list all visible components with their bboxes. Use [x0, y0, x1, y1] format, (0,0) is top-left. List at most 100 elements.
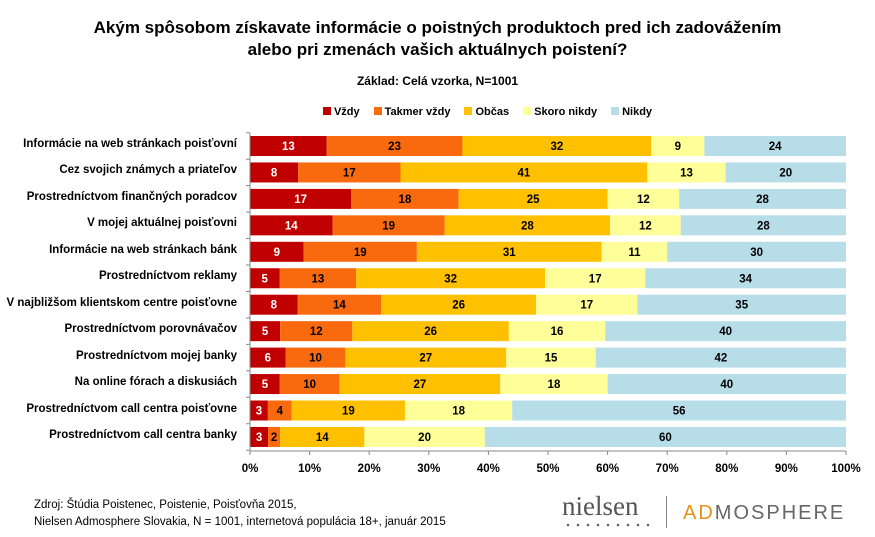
category-label: Prostredníctvom finančných poradcov — [26, 190, 237, 203]
source-line1: Zdroj: Štúdia Poistenec, Poistenie, Pois… — [34, 499, 297, 511]
bar-segment — [250, 215, 333, 236]
admosphere-logo-ad: AD — [683, 502, 715, 524]
data-label: 10 — [309, 353, 322, 365]
bar-segment — [609, 215, 681, 236]
data-label: 20 — [779, 167, 792, 179]
bar-segment — [285, 347, 346, 368]
bar-segment — [400, 162, 648, 183]
category-label: V mojej aktuálnej poisťovni — [87, 217, 237, 230]
category-label: Informácie na web stránkach bánk — [49, 243, 237, 256]
bar-segment — [601, 241, 668, 262]
data-label: 19 — [382, 220, 395, 232]
data-label: 18 — [548, 379, 561, 391]
data-label: 18 — [452, 406, 465, 418]
data-label: 2 — [271, 432, 277, 444]
x-tick-label: 80% — [715, 463, 738, 475]
bar-segment — [351, 188, 459, 209]
bar-segment — [250, 374, 280, 395]
category-label: Prostredníctvom call centra banky — [49, 428, 237, 441]
data-label: 34 — [739, 273, 752, 285]
category-label: Prostredníctvom mojej banky — [75, 349, 237, 362]
bar-segment — [725, 162, 846, 183]
bar-segment — [297, 294, 382, 315]
data-label: 10 — [303, 379, 316, 391]
data-label: 17 — [294, 194, 307, 206]
x-tick-label: 30% — [417, 463, 440, 475]
bar-segment — [356, 268, 546, 289]
legend-swatch — [611, 107, 620, 115]
data-label: 25 — [527, 194, 540, 206]
data-label: 40 — [720, 379, 733, 391]
data-label: 24 — [769, 141, 782, 153]
category-label: Prostredníctvom reklamy — [98, 270, 237, 283]
nielsen-logo: nielsen — [562, 492, 638, 520]
category-label: Prostredníctvom porovnávačov — [64, 323, 237, 336]
bar-segment — [381, 294, 537, 315]
bar-segment — [303, 241, 417, 262]
data-label: 32 — [550, 141, 563, 153]
legend-label: Takmer vždy — [384, 106, 451, 118]
data-label: 31 — [503, 247, 516, 259]
legend-label: Občas — [475, 106, 510, 118]
bar-segment — [250, 268, 280, 289]
bar-segment — [647, 162, 726, 183]
data-label: 9 — [274, 247, 280, 259]
x-tick-label: 10% — [298, 463, 321, 475]
category-label: Na online fórach a diskusiách — [74, 376, 237, 389]
data-label: 28 — [757, 220, 770, 232]
bar-segment — [279, 268, 357, 289]
category-label: Informácie na web stránkach poisťovní — [23, 138, 237, 150]
admosphere-logo-rest: MOSPHERE — [714, 502, 846, 524]
data-label: 8 — [271, 167, 278, 179]
data-label: 56 — [673, 406, 686, 418]
data-label: 28 — [521, 220, 534, 232]
data-label: 3 — [256, 406, 262, 418]
bar-segment — [508, 321, 606, 342]
data-label: 14 — [316, 432, 329, 444]
data-label: 30 — [750, 247, 763, 259]
data-label: 13 — [282, 141, 295, 153]
category-label: Prostredníctvom call centra poisťovne — [26, 402, 237, 415]
x-tick-label: 40% — [477, 463, 500, 475]
legend-swatch — [322, 107, 331, 115]
data-label: 27 — [419, 353, 432, 365]
legend-swatch — [373, 107, 382, 115]
bar-segment — [250, 136, 327, 156]
legend-item: Nikdy — [611, 106, 652, 118]
chart-title-line2: alebo pri zmenách vašich aktuálnych pois… — [247, 40, 628, 59]
x-tick-label: 60% — [596, 463, 619, 475]
bar-segment — [280, 426, 365, 447]
data-label: 13 — [680, 167, 693, 179]
data-label: 14 — [285, 220, 298, 232]
bar-segment — [545, 268, 646, 289]
legend-item: Skoro nikdy — [523, 106, 597, 118]
data-label: 15 — [545, 353, 558, 365]
bar-segment — [352, 321, 509, 342]
bar-segment — [250, 321, 281, 342]
data-label: 20 — [418, 432, 431, 444]
data-label: 17 — [580, 300, 593, 312]
x-tick-label: 70% — [656, 463, 679, 475]
data-label: 28 — [756, 194, 769, 206]
bar-segment — [458, 188, 608, 209]
source-line2: Nielsen Admosphere Slovakia, N = 1001, i… — [34, 516, 446, 528]
x-tick-label: 20% — [358, 463, 381, 475]
data-label: 60 — [659, 432, 672, 444]
data-label: 42 — [714, 353, 727, 365]
x-tick-label: 0% — [242, 463, 259, 475]
nielsen-logo-dots — [566, 523, 650, 527]
bar-segment — [250, 162, 299, 183]
data-label: 14 — [333, 300, 346, 312]
data-label: 12 — [310, 326, 323, 338]
bar-segment — [607, 188, 680, 209]
data-label: 3 — [256, 432, 262, 444]
data-label: 23 — [388, 141, 401, 153]
legend: Vždy Takmer vždy Občas Skoro nikdy Nikdy — [100, 106, 875, 118]
data-label: 5 — [262, 273, 269, 285]
bar-segment — [250, 188, 352, 209]
data-label: 12 — [639, 220, 652, 232]
bar-segment — [512, 400, 846, 421]
bar-segment — [536, 294, 638, 315]
bar-segment — [250, 241, 304, 262]
